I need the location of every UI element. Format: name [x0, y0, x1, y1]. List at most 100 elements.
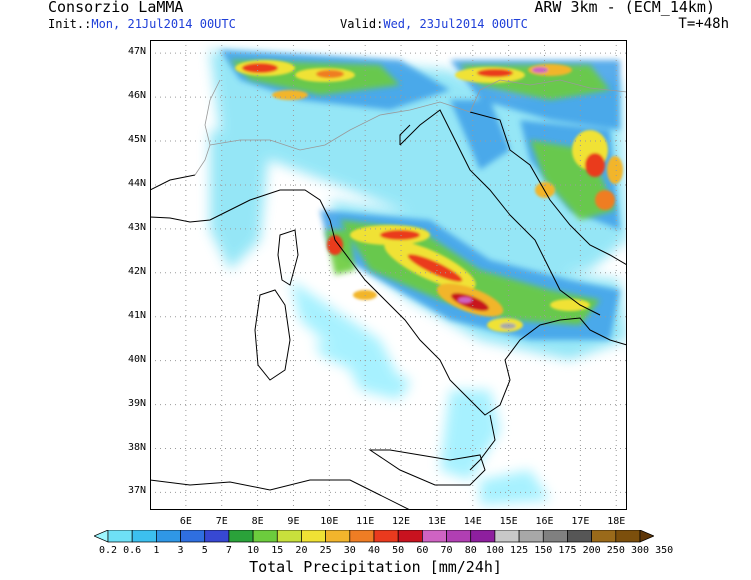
lat-label: 42N [127, 265, 146, 277]
colorbar-level: 200 [582, 545, 601, 556]
lat-label: 37N [127, 485, 146, 497]
lat-label: 40N [127, 353, 146, 365]
lat-label: 38N [127, 441, 146, 453]
colorbar-level: 50 [392, 545, 405, 556]
lat-label: 41N [127, 309, 146, 321]
colorbar-level: 300 [630, 545, 650, 556]
lon-label: 11E [356, 516, 375, 527]
colorbar-swatch [615, 530, 641, 543]
adriatic-coast [399, 109, 601, 316]
valid-label: Valid: [340, 17, 384, 31]
colorbar-title: Total Precipitation [mm/24h] [249, 558, 502, 576]
calabria-coast [469, 414, 496, 471]
lon-label: 12E [392, 516, 411, 527]
precip-heavy [235, 60, 623, 332]
tyrrhenian-coast [150, 189, 627, 416]
lon-label: 13E [427, 516, 446, 527]
colorbar [94, 530, 654, 543]
colorbar-level: 100 [485, 545, 504, 556]
lat-label: 46N [127, 90, 146, 102]
colorbar-level: 125 [510, 545, 529, 556]
colorbar-swatch [325, 530, 351, 543]
colorbar-low-arrow [94, 530, 109, 543]
map-border [150, 40, 627, 510]
valid-value: Wed, 23Jul2014 00UTC [383, 17, 528, 31]
colorbar-level: 70 [440, 545, 453, 556]
colorbar-swatch [542, 530, 568, 543]
colorbar-swatch [446, 530, 472, 543]
colorbar-swatch [518, 530, 544, 543]
colorbar-swatch [204, 530, 230, 543]
colorbar-swatch [591, 530, 617, 543]
colorbar-swatch [228, 530, 254, 543]
colorbar-level: 60 [416, 545, 429, 556]
map-canvas [150, 40, 627, 510]
lon-label: 17E [571, 516, 590, 527]
sardinia [254, 289, 291, 381]
init-value: Mon, 21Jul2014 00UTC [91, 17, 236, 31]
lat-label: 45N [127, 134, 146, 146]
colorbar-level: 0.2 [98, 545, 118, 556]
france-italy-border [194, 79, 221, 176]
colorbar-level: 1 [153, 545, 160, 556]
product-title: Consorzio LaMMA [48, 0, 184, 16]
precipitation-map [150, 40, 627, 510]
lat-label: 47N [127, 46, 146, 58]
lat-label: 43N [127, 221, 146, 233]
sicily [368, 449, 486, 486]
colorbar-level: 0.6 [123, 545, 142, 556]
colorbar-swatch [494, 530, 520, 543]
colorbar-swatch [107, 530, 133, 543]
colorbar-swatch [252, 530, 278, 543]
colorbar-swatch [349, 530, 375, 543]
corsica [277, 229, 299, 286]
graticule [150, 40, 627, 510]
colorbar-swatch [180, 530, 206, 543]
lon-label: 15E [499, 516, 518, 527]
lat-label: 39N [127, 397, 146, 409]
colorbar-level: 3 [177, 545, 184, 556]
colorbar-level: 10 [247, 545, 260, 556]
colorbar-level: 7 [225, 545, 232, 556]
lead-time: T=+48h [678, 16, 729, 32]
colorbar-level: 5 [201, 545, 208, 556]
colorbar-swatch [131, 530, 157, 543]
colorbar-level: 350 [655, 545, 674, 556]
lon-label: 7E [215, 516, 228, 527]
lon-label: 8E [251, 516, 264, 527]
init-label: Init.: [48, 17, 92, 31]
colorbar-swatch [397, 530, 423, 543]
colorbar-level: 30 [343, 545, 356, 556]
colorbar-swatch [373, 530, 399, 543]
colorbar-swatch [156, 530, 181, 543]
lat-label: 44N [127, 177, 146, 189]
colorbar-high-arrow [639, 530, 654, 543]
precipitation-field [210, 50, 627, 505]
coastlines [150, 109, 627, 510]
po-delta [399, 124, 411, 145]
valid-time: Valid:Wed, 23Jul2014 00UTC [340, 17, 528, 31]
lon-label: 14E [463, 516, 482, 527]
colorbar-level: 150 [534, 545, 553, 556]
lon-label: 18E [607, 516, 626, 527]
lon-label: 16E [535, 516, 554, 527]
colorbar-swatch [301, 530, 326, 543]
colorbar-level: 175 [558, 545, 577, 556]
austria-slovenia-border [469, 79, 627, 113]
colorbar-level: 250 [606, 545, 625, 556]
colorbar-swatch [276, 530, 302, 543]
dalmatian-coast [469, 111, 627, 266]
north-africa-coast [150, 479, 411, 510]
colorbar-level: 80 [464, 545, 477, 556]
colorbar-swatch [422, 530, 447, 543]
lon-label: 6E [179, 516, 192, 527]
colorbar-swatch [470, 530, 496, 543]
lon-label: 10E [320, 516, 339, 527]
model-name: ARW 3km - (ECM_14km) [534, 0, 715, 16]
colorbar-swatch [567, 530, 592, 543]
colorbar-level: 20 [295, 545, 308, 556]
french-coast [150, 174, 196, 191]
national-borders [194, 79, 627, 176]
colorbar-level: 25 [319, 545, 332, 556]
init-time: Init.:Mon, 21Jul2014 00UTC [48, 17, 236, 31]
